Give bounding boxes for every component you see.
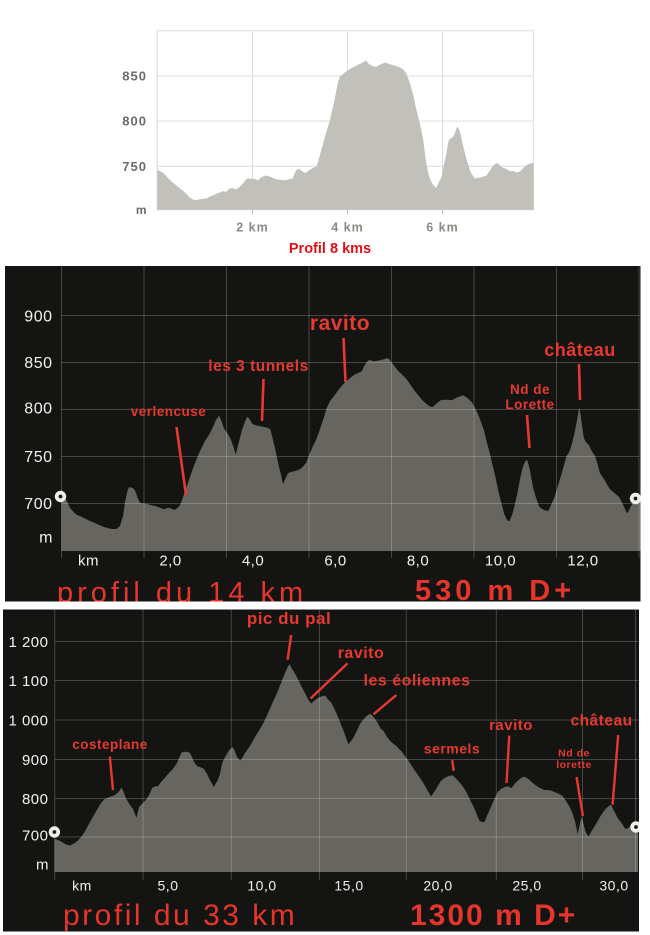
svg-text:1300 m D+: 1300 m D+ <box>410 899 577 932</box>
svg-text:2,0: 2,0 <box>159 553 181 570</box>
svg-text:1 200: 1 200 <box>8 634 48 651</box>
svg-text:10,0: 10,0 <box>247 878 276 894</box>
svg-text:900: 900 <box>24 309 52 326</box>
svg-text:800: 800 <box>22 791 49 808</box>
svg-text:1 000: 1 000 <box>8 713 48 730</box>
svg-text:1 100: 1 100 <box>8 673 48 690</box>
svg-text:profil du 14 km: profil du 14 km <box>57 577 307 609</box>
svg-text:5,0: 5,0 <box>158 878 179 894</box>
svg-text:château: château <box>544 340 616 360</box>
svg-text:4 km: 4 km <box>331 221 364 235</box>
svg-text:m: m <box>136 203 147 217</box>
svg-text:750: 750 <box>24 449 52 466</box>
svg-text:850: 850 <box>122 69 147 84</box>
svg-text:900: 900 <box>22 752 49 769</box>
svg-text:2 km: 2 km <box>236 221 269 235</box>
svg-text:750: 750 <box>122 159 147 174</box>
svg-text:pic du pal: pic du pal <box>247 609 331 628</box>
svg-text:ravito: ravito <box>338 645 385 662</box>
svg-text:Lorette: Lorette <box>505 397 554 412</box>
svg-text:profil du 33 km: profil du 33 km <box>63 899 297 932</box>
svg-text:les éoliennes: les éoliennes <box>364 673 471 690</box>
svg-text:850: 850 <box>24 355 52 372</box>
svg-text:12,0: 12,0 <box>567 553 598 570</box>
svg-text:800: 800 <box>24 401 52 418</box>
svg-text:costeplane: costeplane <box>72 737 148 752</box>
svg-text:8,0: 8,0 <box>407 553 429 570</box>
svg-text:Profil 8 kms: Profil 8 kms <box>289 241 371 257</box>
svg-text:20,0: 20,0 <box>423 878 452 894</box>
svg-text:les 3 tunnels: les 3 tunnels <box>208 358 308 375</box>
svg-text:km: km <box>78 553 99 570</box>
svg-text:ravito: ravito <box>310 312 370 335</box>
svg-text:530 m D+: 530 m D+ <box>415 575 575 607</box>
svg-text:verlencuse: verlencuse <box>131 404 207 419</box>
svg-text:4,0: 4,0 <box>242 553 264 570</box>
svg-text:ravito: ravito <box>489 717 533 734</box>
svg-text:700: 700 <box>24 496 52 513</box>
svg-text:10,0: 10,0 <box>485 553 516 570</box>
svg-text:km: km <box>72 878 92 894</box>
svg-text:800: 800 <box>122 114 147 129</box>
svg-text:15,0: 15,0 <box>334 878 363 894</box>
svg-text:Nd de: Nd de <box>510 382 550 397</box>
svg-text:6,0: 6,0 <box>324 553 346 570</box>
svg-text:m: m <box>36 857 49 874</box>
svg-text:6 km: 6 km <box>426 221 459 235</box>
svg-text:sermels: sermels <box>424 741 480 757</box>
svg-text:lorette: lorette <box>556 759 592 771</box>
svg-text:Nd de: Nd de <box>558 748 590 760</box>
svg-text:25,0: 25,0 <box>512 878 541 894</box>
svg-text:château: château <box>570 713 632 730</box>
svg-text:700: 700 <box>22 828 49 845</box>
svg-text:30,0: 30,0 <box>599 878 628 894</box>
svg-text:m: m <box>39 530 52 547</box>
